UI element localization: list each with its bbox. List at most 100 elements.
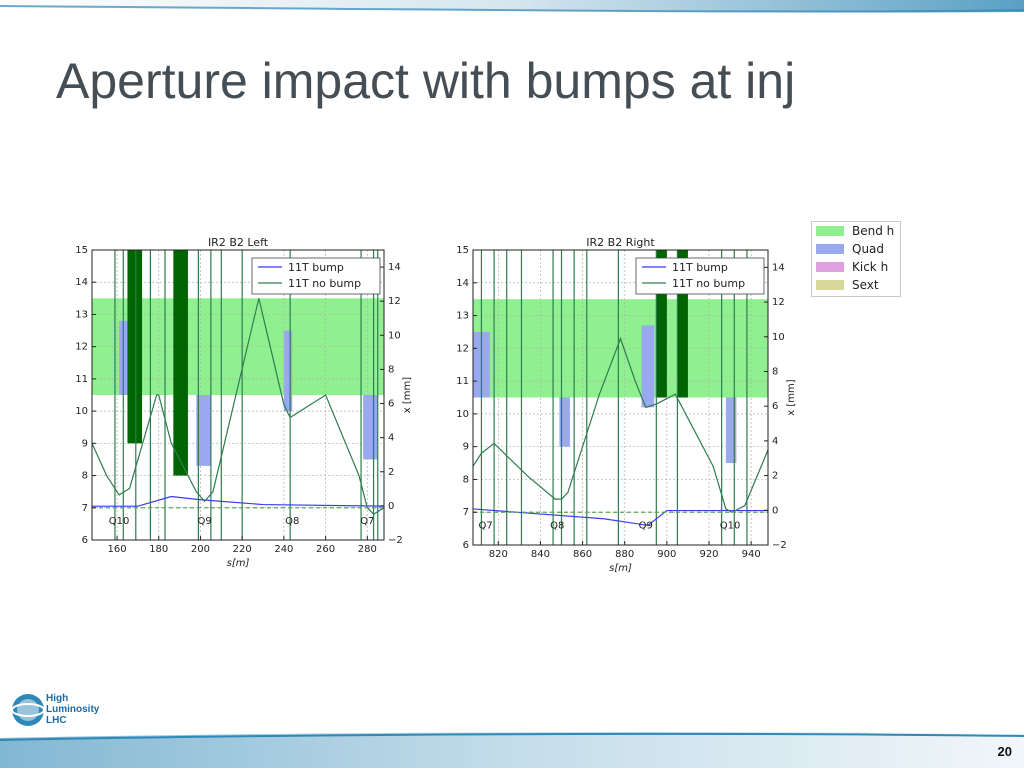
quad-label: Q7 — [360, 516, 374, 527]
legend-item-bend-h: Bend h — [816, 222, 900, 240]
legend-item-kick-h: Kick h — [816, 258, 900, 276]
y-right-tick-label: 14 — [772, 262, 785, 273]
hl-lhc-logo — [11, 694, 45, 726]
y-right-tick-label: 8 — [388, 364, 394, 375]
y-right-tick-label: 8 — [772, 366, 778, 377]
logo-line-lhc: LHC — [46, 715, 67, 726]
y-right-tick-label: 0 — [388, 501, 394, 512]
quad-label: Q9 — [639, 521, 653, 532]
y-left-tick-label: 14 — [456, 278, 469, 289]
x-tick-label: 840 — [531, 549, 550, 560]
plot-frame — [91, 249, 385, 541]
y-left-tick-label: 15 — [456, 245, 469, 256]
x-tick-label: 920 — [699, 549, 718, 560]
y-left-tick-label: 13 — [75, 309, 88, 320]
aperture-dark-block — [677, 250, 688, 398]
x-tick-label: 180 — [149, 544, 168, 555]
x-tick-label: 200 — [191, 544, 210, 555]
y-right-tick-label: 2 — [388, 467, 394, 478]
x-tick-label: 260 — [316, 544, 335, 555]
series-line-bump — [92, 495, 384, 507]
y-left-tick-label: 9 — [463, 442, 469, 453]
legend-item-quad: Quad — [816, 240, 900, 258]
quad-label: Q10 — [109, 516, 130, 527]
quad-band — [196, 395, 211, 466]
x-tick-label: 860 — [573, 549, 592, 560]
y-left-tick-label: 8 — [463, 474, 469, 485]
kick-h-swatch — [816, 262, 844, 272]
legend-label: Kick h — [852, 260, 889, 274]
y-right-tick-label: 4 — [772, 436, 778, 447]
y-right-tick-label: 4 — [388, 433, 394, 444]
quad-label: Q9 — [198, 516, 212, 527]
x-tick-label: 880 — [615, 549, 634, 560]
series-legend-box — [635, 257, 765, 295]
logo-line-luminosity: Luminosity — [46, 704, 100, 715]
y-right-tick-label: 14 — [388, 262, 401, 273]
quad-label: Q10 — [720, 521, 741, 532]
slide-title: Aperture impact with bumps at inj — [56, 53, 796, 109]
x-tick-label: 220 — [233, 544, 252, 555]
x-axis-label: s[m] — [609, 563, 632, 574]
x-tick-label: 900 — [657, 549, 676, 560]
series-legend-label: 11T no bump — [672, 277, 745, 290]
x-tick-label: 280 — [358, 544, 377, 555]
y-left-tick-label: 9 — [82, 438, 88, 449]
y-left-tick-label: 6 — [82, 535, 88, 546]
y-left-tick-label: 6 — [463, 540, 469, 551]
logo-text: High Luminosity LHC — [46, 693, 99, 726]
element-legend: Bend h Quad Kick h Sext — [811, 221, 901, 297]
y-right-tick-label: 10 — [772, 332, 785, 343]
y-right-tick-label: −2 — [388, 535, 403, 546]
y-left-tick-label: 11 — [456, 376, 469, 387]
x-tick-label: 160 — [107, 544, 126, 555]
legend-item-sext: Sext — [816, 276, 900, 294]
quad-band — [725, 397, 737, 464]
y-left-tick-label: 10 — [75, 406, 88, 417]
top-decorative-band — [0, 0, 1024, 13]
aperture-dark-block — [127, 250, 143, 444]
legend-label: Sext — [852, 278, 879, 292]
quad-label: Q8 — [550, 521, 564, 532]
y-left-tick-label: 13 — [456, 311, 469, 322]
legend-label: Bend h — [852, 224, 895, 238]
quad-swatch — [816, 244, 844, 254]
bottom-decorative-band — [0, 731, 1024, 768]
series-legend-label: 11T bump — [288, 261, 344, 274]
plot-frame — [472, 249, 769, 546]
plot-area — [473, 250, 768, 545]
series-legend-label: 11T bump — [672, 261, 728, 274]
y-right-axis-label: x [mm] — [402, 377, 413, 413]
y-right-tick-label: 10 — [388, 330, 401, 341]
sext-swatch — [816, 280, 844, 290]
y-left-tick-label: 12 — [75, 342, 88, 353]
quad-band — [119, 320, 130, 395]
y-left-tick-label: 12 — [456, 343, 469, 354]
quad-label: Q8 — [285, 516, 299, 527]
quad-band — [559, 397, 570, 447]
series-line-no-bump — [92, 298, 384, 515]
logo-line-high: High — [46, 693, 69, 704]
y-left-tick-label: 14 — [75, 277, 88, 288]
series-legend-label: 11T no bump — [288, 277, 361, 290]
quad-band — [363, 395, 378, 460]
aperture-dark-block — [656, 250, 667, 398]
y-left-tick-label: 8 — [82, 471, 88, 482]
y-left-tick-label: 10 — [456, 409, 469, 420]
plot-area — [92, 250, 384, 540]
y-right-tick-label: 6 — [772, 401, 778, 412]
bend-h-swatch — [816, 226, 844, 236]
legend-label: Quad — [852, 242, 885, 256]
x-tick-label: 240 — [274, 544, 293, 555]
quad-band — [641, 325, 655, 408]
y-right-tick-label: 2 — [772, 471, 778, 482]
y-left-tick-label: 7 — [82, 503, 88, 514]
y-right-tick-label: 6 — [388, 399, 394, 410]
y-right-axis-label: x [mm] — [786, 379, 797, 415]
y-right-tick-label: −2 — [772, 540, 787, 551]
quad-label: Q7 — [479, 521, 493, 532]
y-left-tick-label: 11 — [75, 374, 88, 385]
page-number: 20 — [997, 744, 1012, 759]
y-left-tick-label: 7 — [463, 507, 469, 518]
